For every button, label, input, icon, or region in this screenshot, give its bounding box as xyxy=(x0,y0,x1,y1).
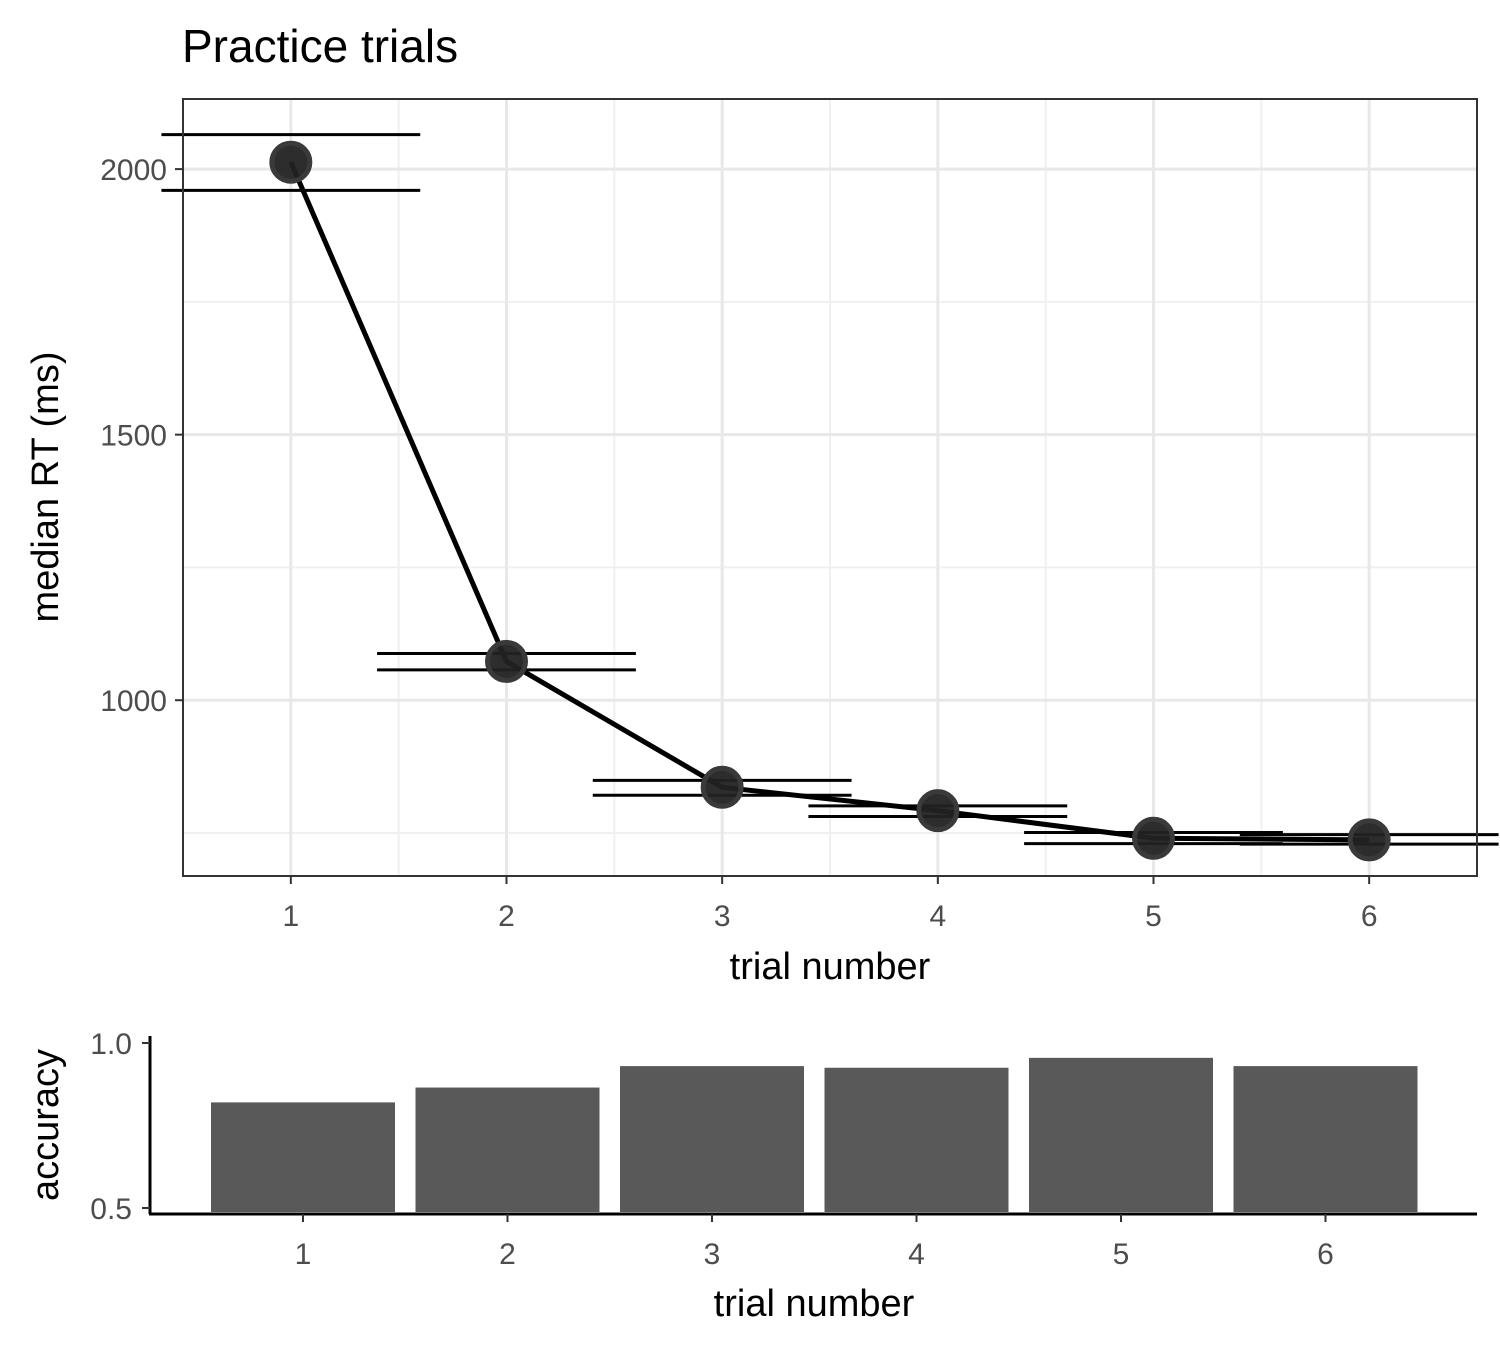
rt-x-axis-title: trial number xyxy=(730,946,931,988)
rt-points xyxy=(269,140,1391,862)
accuracy-x-tick-label: 6 xyxy=(1317,1238,1334,1271)
rt-y-axis-title: median RT (ms) xyxy=(25,352,67,623)
accuracy-x-axis-title: trial number xyxy=(714,1283,915,1325)
accuracy-y-axis-title: accuracy xyxy=(25,1049,67,1201)
chart-title: Practice trials xyxy=(182,20,458,72)
rt-data-point xyxy=(485,639,528,683)
accuracy-bar xyxy=(415,1087,600,1212)
accuracy-y-ticks: 0.5 1.0 xyxy=(90,1028,150,1226)
accuracy-x-tick-label: 1 xyxy=(295,1238,312,1271)
accuracy-y-tick-label: 1.0 xyxy=(90,1028,132,1061)
accuracy-x-tick-label: 4 xyxy=(908,1238,925,1271)
rt-data-point xyxy=(1347,818,1391,862)
rt-x-tick-label: 2 xyxy=(498,900,515,933)
rt-x-tick-label: 1 xyxy=(282,900,299,933)
accuracy-bar xyxy=(211,1102,395,1212)
rt-data-point xyxy=(700,765,744,809)
accuracy-bars xyxy=(211,1057,1418,1212)
accuracy-x-ticks: 1 2 3 4 5 6 xyxy=(295,1214,1334,1271)
accuracy-bar xyxy=(1029,1057,1213,1212)
rt-gridlines xyxy=(182,99,1477,876)
rt-panel-border xyxy=(182,98,1478,877)
rt-y-ticks: 1000 1500 2000 xyxy=(100,154,183,718)
rt-line-chart: 1 2 3 4 5 6 1000 1500 2000 trial number median … xyxy=(25,98,1499,988)
accuracy-x-tick-label: 5 xyxy=(1113,1238,1130,1271)
rt-x-ticks: 1 2 3 4 5 6 xyxy=(282,876,1378,933)
accuracy-x-tick-label: 3 xyxy=(704,1238,721,1271)
rt-data-point xyxy=(269,140,313,184)
rt-y-tick-label: 1500 xyxy=(100,420,167,453)
accuracy-bar-chart: 1 2 3 4 5 6 0.5 1.0 trial number accuracy xyxy=(25,1028,1477,1325)
accuracy-y-tick-label: 0.5 xyxy=(90,1193,132,1226)
accuracy-bar xyxy=(824,1067,1009,1212)
accuracy-bar xyxy=(1233,1066,1418,1212)
rt-x-tick-label: 4 xyxy=(929,900,946,933)
rt-x-tick-label: 6 xyxy=(1361,900,1378,933)
accuracy-x-tick-label: 2 xyxy=(499,1238,516,1271)
rt-y-tick-label: 2000 xyxy=(100,154,167,187)
rt-x-tick-label: 5 xyxy=(1145,900,1162,933)
rt-data-point xyxy=(916,789,960,833)
rt-data-point xyxy=(1132,816,1175,860)
accuracy-bar xyxy=(620,1066,804,1212)
rt-y-tick-label: 1000 xyxy=(100,685,167,718)
rt-series-line xyxy=(288,161,1370,843)
rt-x-tick-label: 3 xyxy=(714,900,731,933)
